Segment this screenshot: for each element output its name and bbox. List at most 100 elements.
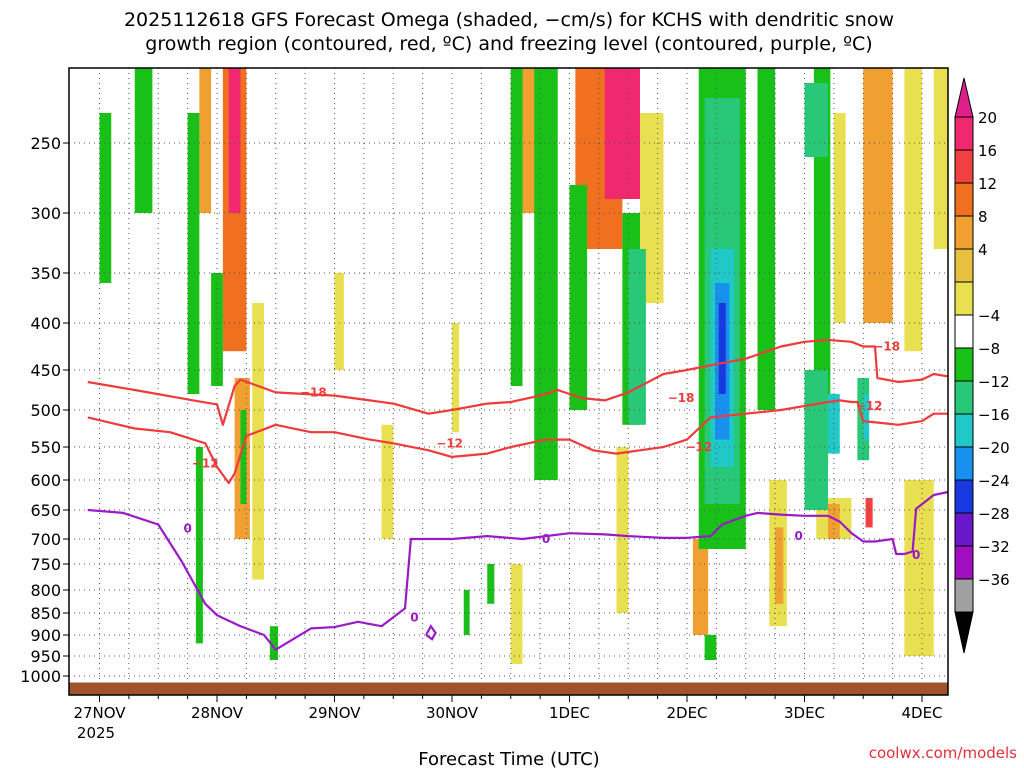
omega-cell: [187, 113, 200, 394]
contour-label: 0: [183, 522, 191, 536]
contour--12: [87, 399, 948, 485]
contour-label: −18: [873, 340, 900, 354]
x-axis: 27NOV 28NOV 29NOV 30NOV 1DEC 2DEC 3DEC 4DEC: [73, 695, 943, 722]
chart-title-line-1: 2025112618 GFS Forecast Omega (shaded, −…: [124, 9, 894, 31]
y-tick-label: 700: [30, 530, 61, 549]
colorbar-segment: [954, 248, 974, 283]
x-tick-label: 1DEC: [549, 704, 590, 722]
contour-lines: [87, 338, 949, 651]
colorbar-label: 20: [978, 109, 997, 127]
omega-cell: [569, 185, 588, 410]
contour-label: −18: [300, 385, 327, 399]
omega-cell: [704, 635, 717, 660]
colorbar-segment: [954, 578, 974, 613]
colorbar-segment: [954, 215, 974, 250]
omega-cell: [269, 626, 279, 660]
contour-label: 0: [410, 610, 418, 624]
contour-label: −18: [668, 391, 695, 405]
colorbar-segment: [954, 314, 974, 349]
x-tick-label: 4DEC: [901, 704, 942, 722]
colorbar-segment: [954, 281, 974, 316]
chart-title-line-2: growth region (contoured, red, ºC) and f…: [145, 33, 872, 55]
omega-cell: [863, 394, 870, 440]
omega-cell: [828, 504, 840, 539]
omega-cell: [252, 303, 264, 580]
colorbar-label: −12: [978, 373, 1010, 391]
y-tick-label: 550: [30, 438, 61, 457]
omega-cell: [833, 113, 846, 323]
omega-cell: [240, 410, 247, 504]
colorbar-label: −32: [978, 538, 1010, 556]
x-tick-label: 3DEC: [784, 704, 825, 722]
omega-cell: [211, 273, 223, 386]
colorbar-label: −24: [978, 472, 1010, 490]
omega-cell: [463, 590, 470, 635]
colorbar-label: 8: [978, 208, 988, 226]
colorbar-segment: [954, 182, 974, 217]
y-tick-label: 350: [30, 264, 61, 283]
y-tick-label: 600: [30, 471, 61, 490]
omega-cell: [804, 370, 828, 510]
ground-layer: [69, 682, 948, 695]
omega-cell: [933, 68, 948, 249]
colorbar-label: −20: [978, 439, 1010, 457]
contour-label: −12: [192, 457, 219, 471]
omega-cell: [99, 113, 112, 283]
contour-label: −12: [685, 440, 712, 454]
y-tick-label: 750: [30, 555, 61, 574]
x-tick-label: 29NOV: [308, 704, 361, 722]
y-tick-label: 800: [30, 581, 61, 600]
contour-0: [87, 490, 949, 651]
plot-frame: [68, 67, 949, 696]
omega-cell: [604, 68, 640, 199]
y-tick-label: 900: [30, 626, 61, 645]
x-axis-year: 2025: [77, 724, 115, 742]
colorbar-segment: [954, 116, 974, 151]
contour-0-island: [425, 624, 437, 641]
omega-cell: [487, 564, 495, 604]
y-tick-label: 650: [30, 501, 61, 520]
y-tick-label: 850: [30, 604, 61, 623]
x-axis-title: Forecast Time (UTC): [418, 749, 599, 768]
colorbar-segment: [954, 380, 974, 415]
y-tick-label: 950: [30, 647, 61, 666]
y-tick-label: 250: [30, 134, 61, 153]
colorbar-label: 12: [978, 175, 997, 193]
contour-label: −12: [436, 436, 463, 450]
omega-cell: [813, 68, 831, 447]
omega-cell: [628, 249, 646, 425]
y-tick-label: 400: [30, 314, 61, 333]
omega-cell: [452, 323, 460, 433]
omega-cell: [510, 68, 523, 386]
x-tick-label: 27NOV: [73, 704, 126, 722]
omega-cell: [775, 527, 784, 604]
contour-label: 0: [794, 529, 802, 543]
colorbar-label: −8: [978, 340, 1000, 358]
omega-cell: [863, 68, 893, 323]
omega-cell: [134, 68, 153, 213]
omega-cell: [334, 273, 344, 370]
y-axis: 250 300 350 400 450 500 550 600 650 700 750 800 850 9…: [20, 134, 69, 686]
omega-cell: [510, 564, 523, 664]
omega-cell: [228, 68, 241, 213]
x-tick-label: 30NOV: [426, 704, 479, 722]
colorbar-label: −36: [978, 571, 1010, 589]
y-tick-label: 1000: [20, 667, 61, 686]
y-tick-label: 450: [30, 361, 61, 380]
omega-cell: [195, 447, 203, 644]
omega-cell: [757, 68, 776, 410]
contour-label: −12: [856, 399, 883, 413]
contour-label: 0: [542, 532, 550, 546]
colorbar-label: −28: [978, 505, 1010, 523]
omega-cell: [804, 83, 828, 157]
ground-fill: [69, 682, 948, 695]
colorbar-segment: [954, 347, 974, 382]
omega-cell: [381, 424, 394, 539]
omega-cell: [692, 539, 709, 635]
colorbar-bottom-arrow: [954, 611, 974, 654]
colorbar-segment: [954, 512, 974, 547]
x-tick-label: 2DEC: [666, 704, 707, 722]
credit-text: coolwx.com/models: [869, 744, 1017, 762]
omega-cell: [534, 68, 558, 480]
